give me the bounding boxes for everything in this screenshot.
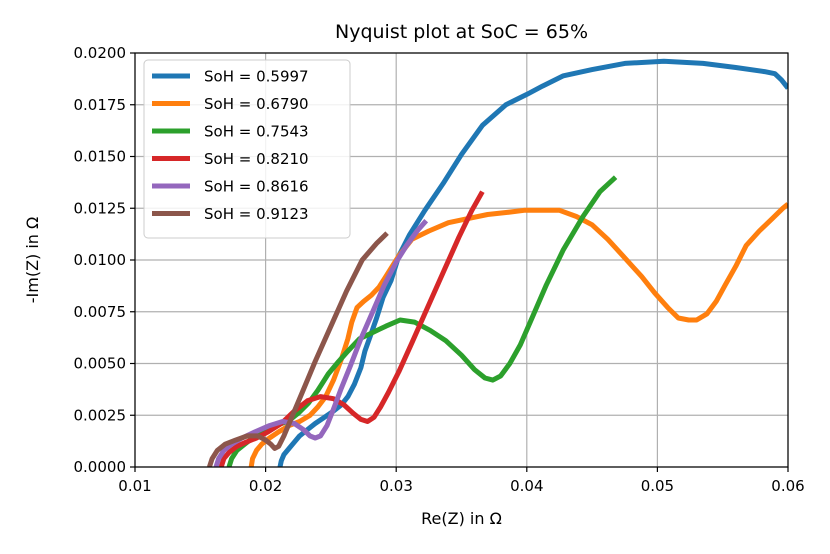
axis-ticks: 0.01 0.02 0.03 0.04 0.05 0.06 0.0000 0.0025 0.00… <box>74 44 805 495</box>
legend-label: SoH = 0.8210 <box>204 150 309 168</box>
y-tick-label: 0.0025 <box>74 406 127 424</box>
chart-title: Nyquist plot at SoC = 65% <box>335 21 588 43</box>
x-tick-label: 0.05 <box>641 477 674 495</box>
legend-label: SoH = 0.7543 <box>204 123 309 141</box>
series-line-6 <box>207 231 389 467</box>
legend-box <box>143 59 351 239</box>
y-tick-label: 0.0175 <box>74 96 127 114</box>
x-tick-label: 0.03 <box>379 477 412 495</box>
x-axis-label: Re(Z) in Ω <box>421 509 502 528</box>
y-tick-label: 0.0200 <box>74 44 127 62</box>
y-axis-label: -Im(Z) in Ω <box>23 217 42 304</box>
series-lines <box>207 58 788 467</box>
x-tick-label: 0.01 <box>118 477 151 495</box>
legend-label: SoH = 0.8616 <box>204 178 309 196</box>
x-tick-label: 0.04 <box>510 477 543 495</box>
x-tick-label: 0.06 <box>771 477 804 495</box>
legend-label: SoH = 0.6790 <box>204 95 309 113</box>
series-line-2 <box>248 202 788 467</box>
y-tick-label: 0.0150 <box>74 148 127 166</box>
legend: SoH = 0.5997 SoH = 0.6790 SoH = 0.7543 SoH … <box>143 59 351 239</box>
legend-label: SoH = 0.5997 <box>204 68 309 86</box>
x-tick-label: 0.02 <box>249 477 282 495</box>
y-tick-label: 0.0075 <box>74 303 127 321</box>
y-tick-label: 0.0050 <box>74 355 127 373</box>
legend-label: SoH = 0.9123 <box>204 205 309 223</box>
y-tick-label: 0.0125 <box>74 199 127 217</box>
series-line-4 <box>218 190 485 467</box>
y-tick-label: 0.0000 <box>74 458 127 476</box>
y-tick-label: 0.0100 <box>74 251 127 269</box>
